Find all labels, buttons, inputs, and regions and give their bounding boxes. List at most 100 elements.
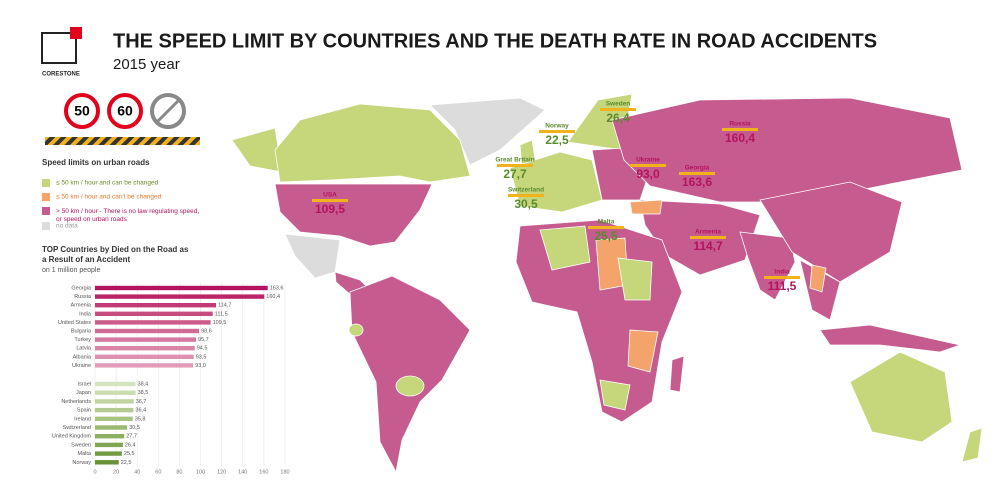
value-label: 160,4 xyxy=(266,294,280,300)
alaska xyxy=(231,127,283,173)
sign-text: 50 xyxy=(74,103,90,119)
callout-name: Armenia xyxy=(695,229,721,236)
bar xyxy=(95,451,122,456)
mexico xyxy=(284,233,341,279)
x-tick-label: 120 xyxy=(217,469,226,475)
bar xyxy=(95,320,211,325)
bar xyxy=(95,311,213,316)
callout-bar xyxy=(722,128,758,131)
callout-name: Norway xyxy=(545,123,569,130)
value-label: 163,6 xyxy=(270,285,284,291)
callout-value: 22,5 xyxy=(545,133,569,147)
callout-value: 163,6 xyxy=(682,175,712,189)
x-tick-label: 100 xyxy=(196,469,205,475)
hazard-stripe xyxy=(45,137,200,145)
legend-swatch xyxy=(42,207,50,215)
region-orange xyxy=(809,264,827,293)
bar xyxy=(95,390,136,395)
callout-value: 26,4 xyxy=(606,111,630,125)
y-tick-label: Armenia xyxy=(71,303,92,309)
chart-title: TOP Countries by Died on the Road as a R… xyxy=(42,245,191,264)
legend: ≤ 50 km / hour and can be changed ≤ 50 km… xyxy=(42,179,199,230)
sign-slash xyxy=(156,99,180,123)
callout-bar xyxy=(679,172,715,175)
legend-label: ≤ 50 km / hour and can't be changed xyxy=(56,194,162,201)
y-tick-label: Spain xyxy=(77,408,91,414)
bar xyxy=(95,399,134,404)
bar xyxy=(95,442,123,448)
x-tick-label: 180 xyxy=(280,469,289,475)
russia xyxy=(611,97,963,203)
region-green xyxy=(617,257,653,301)
callout-bar xyxy=(600,108,636,111)
callout-name: Malta xyxy=(598,219,615,226)
value-label: 98,6 xyxy=(201,328,212,334)
callout-bar xyxy=(312,199,348,202)
value-label: 93,5 xyxy=(196,354,207,360)
callout-bar xyxy=(588,226,624,229)
australia xyxy=(849,351,953,443)
y-tick-label: Turkey xyxy=(74,337,91,343)
y-tick-label: Ireland xyxy=(74,416,91,422)
callout-bar xyxy=(539,130,575,133)
speed-signs: 50 60 xyxy=(64,93,186,129)
x-tick-label: 60 xyxy=(155,469,161,475)
legend-label: > 50 km / hour - There is no law regulat… xyxy=(56,208,199,223)
sign xyxy=(107,93,143,129)
value-label: 94,5 xyxy=(197,346,208,352)
x-tick-label: 20 xyxy=(113,469,119,475)
callout-bar xyxy=(630,164,666,167)
subtitle: 2015 year xyxy=(113,56,180,73)
x-tick-label: 160 xyxy=(259,469,268,475)
logo-text: CORESTONE xyxy=(42,72,80,78)
x-tick-label: 40 xyxy=(134,469,140,475)
value-label: 35,8 xyxy=(135,416,146,422)
y-tick-label: Malta xyxy=(78,451,92,457)
y-tick-label: Japan xyxy=(76,390,91,396)
bar xyxy=(95,337,197,342)
value-label: 38,5 xyxy=(138,390,149,396)
china xyxy=(759,181,903,283)
callout-value: 160,4 xyxy=(725,131,755,145)
region-green xyxy=(395,375,425,397)
bar xyxy=(95,416,133,421)
callout-value: 25,5 xyxy=(594,229,618,243)
x-tick-label: 80 xyxy=(176,469,182,475)
value-label: 38,4 xyxy=(138,381,149,387)
logo: CORESTONE xyxy=(41,27,82,78)
y-tick-label: United States xyxy=(58,320,91,326)
south-america xyxy=(349,275,471,474)
region-orange xyxy=(627,329,659,373)
value-label: 22,5 xyxy=(121,460,132,466)
bar xyxy=(95,328,200,334)
legend-label: no data xyxy=(56,223,78,230)
region-green xyxy=(599,379,631,411)
chart-subtitle: on 1 million people xyxy=(42,267,100,274)
value-label: 111,5 xyxy=(215,311,228,317)
madagascar xyxy=(669,355,685,393)
value-label: 36,7 xyxy=(136,399,147,405)
title: THE SPEED LIMIT BY COUNTRIES AND THE DEA… xyxy=(113,30,877,52)
region-green xyxy=(539,225,591,271)
value-label: 25,5 xyxy=(124,451,135,457)
callout-name: India xyxy=(774,269,790,276)
callout-value: 111,5 xyxy=(768,279,797,293)
y-tick-label: United Kingdom xyxy=(52,434,92,440)
legend-swatch xyxy=(42,179,50,187)
indonesia xyxy=(819,324,962,353)
y-tick-label: Russia xyxy=(74,294,92,300)
logo-frame xyxy=(41,32,77,64)
callout-name: Switzerland xyxy=(508,187,544,194)
turkey xyxy=(629,199,663,215)
callout-value: 114,7 xyxy=(693,239,723,253)
callout-value: 93,0 xyxy=(636,167,660,181)
greenland xyxy=(429,97,546,166)
canada xyxy=(274,103,471,183)
callout-bar xyxy=(764,276,800,279)
x-tick-label: 140 xyxy=(238,469,247,475)
value-label: 114,7 xyxy=(218,303,231,309)
bar xyxy=(95,294,265,299)
y-tick-label: Israel xyxy=(78,381,91,387)
sign xyxy=(64,93,100,129)
